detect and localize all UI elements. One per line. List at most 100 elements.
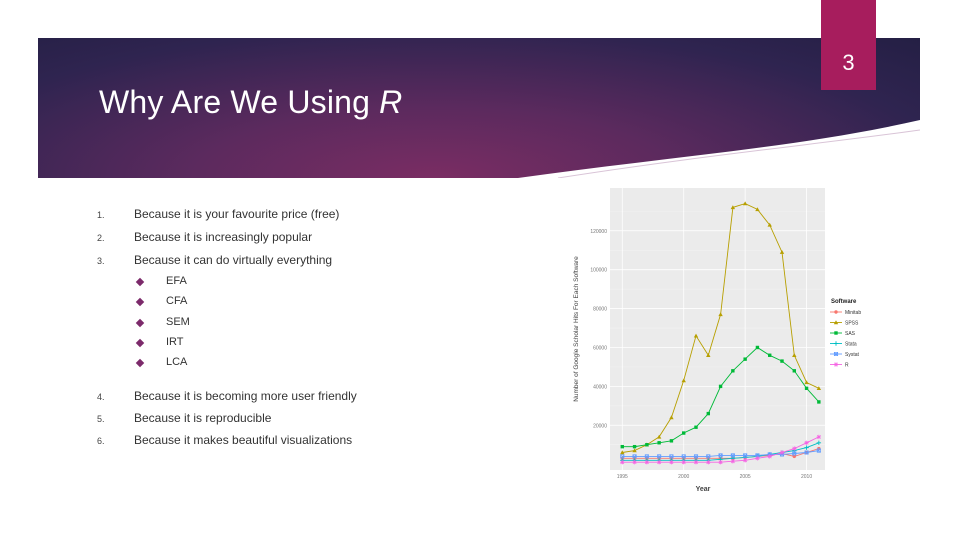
- data-point: [706, 411, 710, 416]
- legend-label: Systat: [845, 352, 860, 358]
- list-item: Because it can do virtually everything: [134, 253, 333, 267]
- data-point: [620, 460, 625, 465]
- plot-panel: [610, 188, 825, 470]
- data-point: [706, 460, 711, 465]
- data-point: [804, 386, 809, 391]
- data-point: [767, 454, 772, 459]
- data-point: [620, 454, 625, 459]
- list-item-number: 1.: [97, 210, 105, 220]
- x-tick-label: 2010: [801, 474, 812, 480]
- sub-list-item: SEM: [166, 316, 190, 328]
- title-banner: [38, 38, 920, 178]
- y-tick-label: 80000: [593, 307, 607, 313]
- data-point: [767, 222, 772, 227]
- bullet-diamond-icon: [135, 277, 145, 287]
- series-r: [620, 434, 822, 465]
- page-number-tab: 3: [821, 0, 876, 90]
- list-item-number: 6.: [97, 436, 105, 446]
- data-point: [644, 454, 649, 459]
- chart-svg: 20000 40000 60000 80000 100000 120000 1995 2000…: [573, 188, 861, 493]
- data-point: [657, 441, 661, 445]
- legend-item-r: R: [830, 362, 849, 369]
- data-point: [834, 331, 838, 335]
- data-point: [804, 380, 809, 385]
- data-point: [681, 454, 686, 459]
- data-point: [755, 345, 760, 350]
- list-item-number: 3.: [97, 256, 105, 266]
- data-point: [656, 434, 662, 439]
- data-point: [706, 353, 711, 357]
- data-point: [730, 459, 736, 464]
- bullet-diamond-icon: [135, 318, 145, 328]
- data-point: [730, 205, 736, 210]
- data-point: [792, 369, 796, 373]
- bullet-diamond-icon: [135, 338, 145, 348]
- data-point: [742, 201, 748, 206]
- data-point: [694, 425, 698, 429]
- legend-label: Minitab: [845, 310, 861, 316]
- slide-title-r: R: [379, 84, 403, 120]
- y-tick-label: 60000: [593, 345, 607, 351]
- slide-title: Why Are We Using R: [99, 84, 402, 121]
- legend-item-minitab: Minitab: [830, 310, 861, 316]
- data-point: [816, 386, 822, 391]
- y-tick-label: 100000: [590, 268, 607, 274]
- data-point: [718, 312, 723, 317]
- list-item: Because it is your favourite price (free…: [134, 207, 340, 221]
- data-point: [669, 454, 674, 459]
- list-item-number: 5.: [97, 414, 105, 424]
- data-point: [792, 454, 796, 459]
- data-point: [743, 453, 748, 458]
- sub-list-item: EFA: [166, 275, 187, 287]
- x-tick-label: 1995: [617, 474, 628, 480]
- series-systat: [620, 448, 821, 459]
- data-point: [742, 458, 748, 463]
- legend-label: Stata: [845, 342, 857, 348]
- data-point: [768, 353, 772, 357]
- bullet-diamond-icon: [135, 297, 145, 307]
- list-item: Because it is increasingly popular: [134, 230, 313, 244]
- series-sas: [620, 345, 821, 449]
- sub-list-item: IRT: [166, 336, 184, 348]
- data-point: [833, 362, 839, 367]
- data-point: [718, 460, 723, 465]
- data-point: [804, 440, 809, 445]
- data-point: [656, 460, 662, 465]
- data-point: [693, 454, 699, 459]
- y-tick-label: 40000: [593, 384, 607, 390]
- list-item-number: 4.: [97, 392, 105, 402]
- data-point: [693, 333, 699, 338]
- legend-item-systat: Systat: [830, 351, 860, 358]
- data-point: [632, 444, 637, 449]
- data-point: [743, 357, 747, 361]
- x-axis-label: Year: [696, 486, 711, 493]
- sub-list-item: CFA: [166, 295, 188, 307]
- data-point: [780, 359, 784, 363]
- data-point: [779, 249, 785, 254]
- data-point: [657, 454, 662, 459]
- bullet-diamond-icon: [135, 358, 145, 368]
- y-tick-label: 120000: [590, 229, 607, 235]
- data-point: [693, 460, 699, 465]
- data-point: [833, 320, 839, 325]
- data-point: [718, 453, 723, 458]
- page-number: 3: [842, 50, 855, 75]
- data-point: [816, 440, 822, 445]
- legend-item-sas: SAS: [830, 331, 856, 337]
- data-point: [632, 454, 637, 459]
- x-tick-label: 2000: [678, 474, 689, 480]
- y-tick-label: 20000: [593, 423, 607, 429]
- data-point: [755, 456, 760, 461]
- data-point: [779, 450, 785, 455]
- data-point: [682, 431, 686, 435]
- list-item: Because it is reproducible: [134, 411, 272, 425]
- data-point: [706, 454, 711, 459]
- data-point: [681, 378, 686, 383]
- data-point: [632, 460, 637, 465]
- data-point: [644, 460, 650, 465]
- data-point: [816, 434, 822, 440]
- chart-legend: Software Minitab SPSS SAS Stata Systat R: [830, 299, 861, 369]
- data-point: [681, 460, 686, 465]
- sub-list-item: LCA: [166, 356, 188, 368]
- slide-title-main: Why Are We Using: [99, 84, 371, 120]
